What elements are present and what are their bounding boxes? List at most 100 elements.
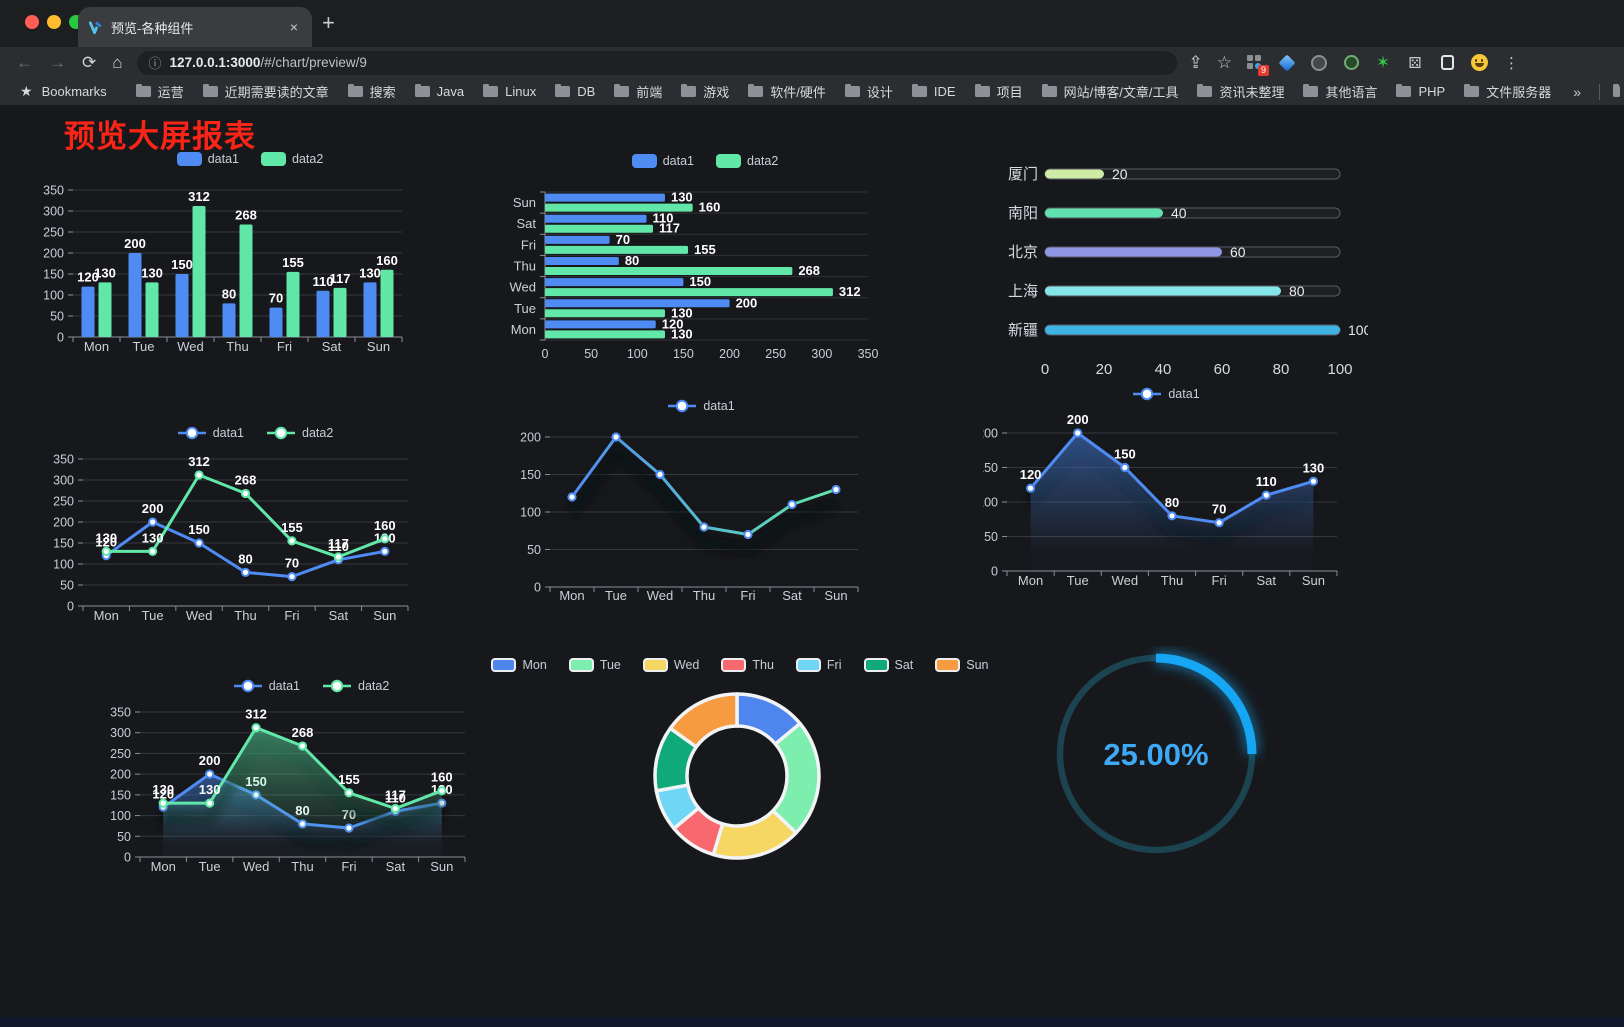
legend-item[interactable]: data1 [176, 152, 239, 166]
data-point[interactable] [158, 798, 168, 808]
data-point[interactable] [1167, 511, 1177, 521]
data-point[interactable] [240, 488, 251, 499]
progress-fill[interactable] [1045, 286, 1281, 296]
extension-tabs-icon[interactable]: 9 [1246, 54, 1270, 76]
bar[interactable] [545, 330, 665, 339]
data-point[interactable] [148, 517, 158, 527]
bookmark-folder[interactable]: 游戏 [681, 82, 729, 101]
legend-item[interactable]: data2 [716, 154, 778, 168]
bookmark-folder[interactable]: PHP [1396, 83, 1445, 99]
extensions-puzzle-icon[interactable]: ⚄ [1408, 54, 1422, 72]
bar[interactable] [545, 288, 833, 297]
legend-item[interactable]: Sat [863, 658, 913, 672]
gauge-progress[interactable] [1155, 653, 1257, 755]
bar[interactable] [145, 282, 159, 337]
bar[interactable] [128, 253, 142, 337]
progress-fill[interactable] [1045, 208, 1163, 218]
data-point[interactable] [1261, 490, 1271, 500]
bookmark-folder[interactable]: 其他语言 [1303, 82, 1377, 101]
data-point[interactable] [1120, 462, 1130, 473]
bookmarks-star-icon[interactable]: ★ [20, 83, 33, 99]
home-button[interactable]: ⌂ [112, 52, 123, 72]
legend-item[interactable]: data1 [1132, 387, 1200, 401]
bookmark-star-icon[interactable]: ☆ [1216, 52, 1233, 72]
extension-diamond-icon[interactable] [1278, 54, 1296, 72]
bookmark-folder[interactable]: Java [414, 83, 464, 99]
reload-button[interactable]: ⟳ [82, 52, 97, 72]
legend-item[interactable]: data2 [266, 426, 333, 440]
progress-fill[interactable] [1045, 325, 1340, 335]
bar[interactable] [192, 205, 206, 337]
tab-close-icon[interactable]: × [289, 19, 298, 35]
data-point[interactable] [655, 469, 665, 480]
data-point[interactable] [333, 552, 343, 562]
data-point[interactable] [567, 492, 577, 502]
bookmark-folder[interactable]: 网站/博客/文章/工具 [1041, 82, 1178, 101]
bar[interactable] [286, 271, 300, 337]
data-point[interactable] [148, 546, 158, 557]
bookmark-folder[interactable]: 项目 [974, 82, 1023, 101]
bookmark-folder[interactable]: 资讯未整理 [1197, 82, 1284, 101]
bar[interactable] [222, 303, 236, 337]
bar[interactable] [269, 307, 283, 337]
bar[interactable] [545, 193, 665, 202]
data-point[interactable] [251, 723, 261, 733]
window-close-button[interactable] [25, 15, 39, 29]
legend-item[interactable]: data1 [667, 399, 735, 413]
bar[interactable] [545, 245, 689, 254]
data-point[interactable] [194, 470, 204, 480]
bar[interactable] [333, 287, 347, 337]
data-point[interactable] [831, 484, 841, 495]
browser-tab[interactable]: 预览-各种组件 × [78, 7, 312, 47]
bar[interactable] [239, 224, 253, 337]
extension-green-circle-icon[interactable] [1342, 54, 1360, 72]
bookmark-folder[interactable]: 近期需要读的文章 [202, 82, 329, 101]
bar[interactable] [363, 282, 377, 337]
data-point[interactable] [297, 741, 308, 751]
bookmark-folder[interactable]: IDE [911, 83, 956, 99]
window-minimize-button[interactable] [47, 15, 61, 29]
bar[interactable] [545, 267, 793, 275]
data-point[interactable] [437, 786, 447, 796]
legend-item[interactable]: data2 [322, 679, 389, 693]
bar[interactable] [545, 235, 610, 244]
legend-item[interactable]: Thu [721, 658, 774, 672]
data-point[interactable] [743, 529, 753, 540]
legend-item[interactable]: Tue [568, 658, 621, 672]
bar[interactable] [545, 224, 653, 233]
extension-emoji-icon[interactable] [1470, 54, 1488, 72]
bar[interactable] [545, 278, 684, 287]
bookmark-folder[interactable]: DB [555, 83, 595, 99]
legend-item[interactable]: data1 [177, 426, 244, 440]
bookmark-folder[interactable]: 运营 [135, 82, 184, 101]
data-point[interactable] [390, 803, 400, 814]
extension-green-star-icon[interactable]: ✶ [1375, 52, 1391, 72]
bar[interactable] [380, 269, 394, 337]
legend-item[interactable]: data1 [233, 679, 300, 693]
legend-item[interactable]: Wed [642, 658, 699, 672]
data-point[interactable] [1214, 518, 1224, 528]
extension-camera-icon[interactable] [1310, 54, 1328, 72]
legend-item[interactable]: Fri [795, 658, 842, 672]
address-bar[interactable]: ⓘ 127.0.0.1:3000 /#/chart/preview/9 [136, 50, 1177, 75]
bookmark-folder[interactable]: 文件服务器 [1464, 82, 1551, 101]
data-point[interactable] [380, 534, 390, 544]
data-point[interactable] [787, 499, 797, 510]
forward-button[interactable]: → [49, 52, 66, 72]
data-point[interactable] [205, 798, 215, 808]
bar[interactable] [545, 299, 730, 308]
bookmark-folder[interactable]: 设计 [844, 82, 893, 101]
progress-fill[interactable] [1045, 247, 1222, 257]
bar[interactable] [545, 309, 665, 318]
progress-fill[interactable] [1045, 169, 1104, 179]
data-point[interactable] [287, 536, 297, 546]
back-button[interactable]: ← [16, 52, 33, 72]
browser-menu-icon[interactable]: ⋮ [1504, 54, 1520, 72]
data-point[interactable] [1073, 428, 1083, 438]
bar[interactable] [175, 274, 189, 337]
data-point[interactable] [287, 572, 297, 582]
legend-item[interactable]: data2 [261, 152, 323, 166]
data-point[interactable] [240, 567, 251, 577]
data-point[interactable] [611, 432, 621, 442]
data-point[interactable] [1025, 483, 1036, 493]
